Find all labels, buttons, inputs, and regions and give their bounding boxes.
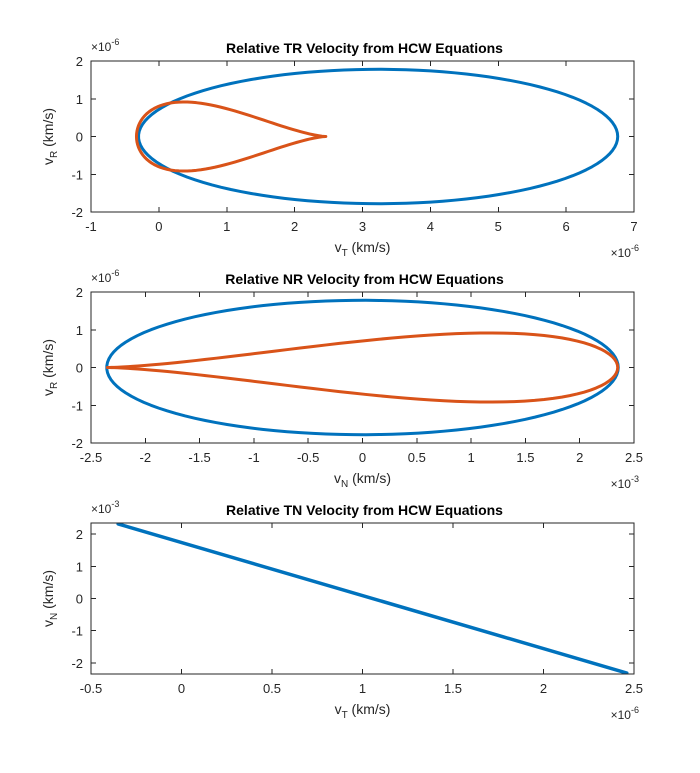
chart-title: Relative TN Velocity from HCW Equations [226, 502, 503, 518]
x-tick-label: 0 [178, 681, 185, 696]
y-tick-label: -2 [71, 436, 83, 451]
x-tick-label: -1 [85, 219, 97, 234]
y-tick-label: 0 [76, 361, 83, 376]
x-axis-label: vT (km/s) [335, 239, 391, 259]
subplot-2: -2.5 -2 -1.5 -1 -0.5 0 0.5 1 1.5 2 2.5-2-1012Relat… [40, 268, 643, 491]
x-exponent-label: ×10-6 [611, 243, 639, 260]
x-tick-label: 2 [540, 681, 547, 696]
plot-box [90, 291, 635, 444]
x-tick-label: 5 [495, 219, 502, 234]
x-tick-label: -1.5 [188, 450, 210, 465]
x-tick-label: 2.5 [625, 450, 643, 465]
x-tick-label: -2.5 [80, 450, 102, 465]
x-tick-label: 7 [630, 219, 637, 234]
y-tick-label: 0 [76, 592, 83, 607]
series-1-line [105, 298, 620, 437]
plot-box [90, 60, 635, 213]
chart-title: Relative TR Velocity from HCW Equations [226, 40, 503, 56]
y-axis-label: vR (km/s) [40, 339, 60, 396]
series-1-line [116, 523, 629, 674]
x-tick-label: 0.5 [408, 450, 426, 465]
y-tick-label: -2 [71, 656, 83, 671]
y-exponent-label: ×10-3 [91, 499, 119, 516]
x-tick-label: 4 [427, 219, 434, 234]
x-tick-label: -1 [248, 450, 260, 465]
series-1-line [137, 67, 620, 206]
y-axis-label: vR (km/s) [40, 108, 60, 165]
y-exponent-label: ×10-6 [91, 268, 119, 285]
x-tick-label: 1 [359, 681, 366, 696]
x-tick-label: 0 [155, 219, 162, 234]
x-exponent-label: ×10-6 [611, 705, 639, 722]
y-tick-label: 2 [76, 54, 83, 69]
y-tick-label: 1 [76, 559, 83, 574]
x-tick-label: 1.5 [516, 450, 534, 465]
y-tick-label: 1 [76, 323, 83, 338]
y-tick-label: 1 [76, 92, 83, 107]
y-tick-label: 2 [76, 527, 83, 542]
x-tick-label: 1.5 [444, 681, 462, 696]
x-tick-label: 3 [359, 219, 366, 234]
y-tick-label: -1 [71, 624, 83, 639]
series-2-line [105, 331, 620, 404]
x-tick-label: 2 [291, 219, 298, 234]
y-tick-label: 2 [76, 285, 83, 300]
chart-title: Relative NR Velocity from HCW Equations [225, 271, 504, 287]
x-tick-label: -0.5 [80, 681, 102, 696]
y-tick-label: -2 [71, 205, 83, 220]
x-axis-label: vT (km/s) [335, 701, 391, 721]
x-axis-label: vN (km/s) [334, 470, 391, 490]
x-tick-label: 0 [359, 450, 366, 465]
series-2-line [134, 100, 328, 173]
x-tick-label: 6 [563, 219, 570, 234]
y-exponent-label: ×10-6 [91, 37, 119, 54]
x-tick-label: 0.5 [263, 681, 281, 696]
x-tick-label: 2.5 [625, 681, 643, 696]
x-tick-label: 2 [576, 450, 583, 465]
subplot-3: -0.5 0 0.5 1 1.5 2 2.5 -2 -1 0 1 2 Relative TN Veloc… [40, 499, 643, 722]
x-tick-label: 1 [467, 450, 474, 465]
x-tick-label: -0.5 [297, 450, 319, 465]
y-axis-label: vN (km/s) [40, 570, 60, 627]
x-tick-label: 1 [223, 219, 230, 234]
y-tick-label: -1 [71, 167, 83, 182]
x-tick-label: -2 [140, 450, 152, 465]
y-tick-label: 0 [76, 130, 83, 145]
x-exponent-label: ×10-3 [611, 474, 639, 491]
y-tick-label: -1 [71, 398, 83, 413]
